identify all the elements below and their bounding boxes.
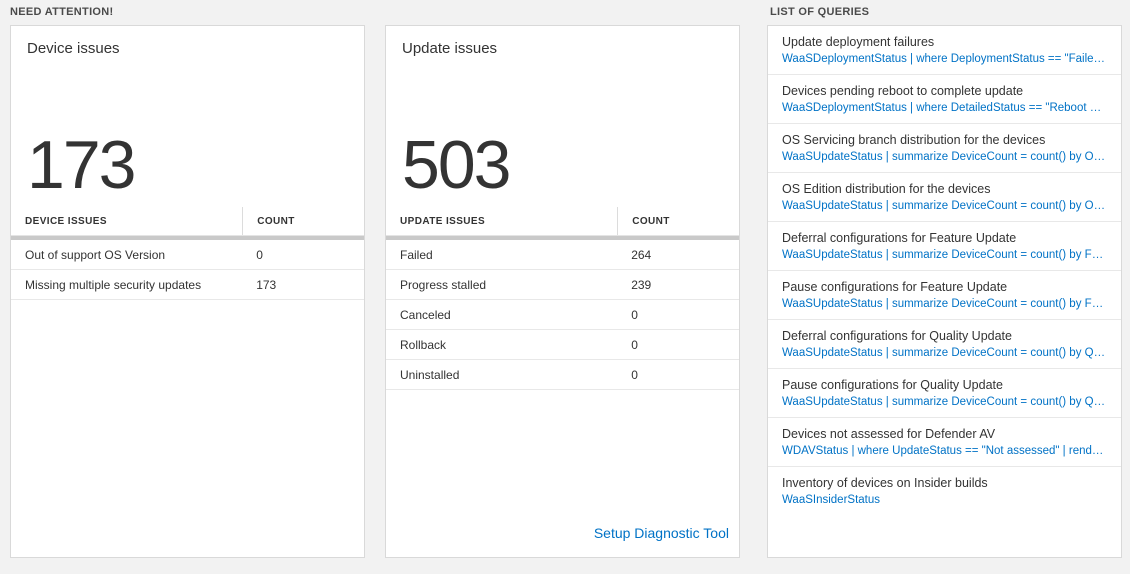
query-item[interactable]: Devices not assessed for Defender AV WDA… <box>768 418 1121 467</box>
query-title: OS Edition distribution for the devices <box>782 182 991 196</box>
issue-label: Uninstalled <box>400 367 460 382</box>
issue-label: Missing multiple security updates <box>25 277 202 292</box>
issue-count: 0 <box>631 337 638 352</box>
update-issues-table: UPDATE ISSUES COUNT Failed 264 Progress … <box>386 207 739 390</box>
device-issues-table: DEVICE ISSUES COUNT Out of support OS Ve… <box>11 207 364 300</box>
update-issues-title: Update issues <box>402 40 498 57</box>
query-item[interactable]: Inventory of devices on Insider builds W… <box>768 467 1121 515</box>
query-link-text: WaaSDeploymentStatus | where DetailedSta… <box>782 102 1107 114</box>
table-row[interactable]: Canceled 0 <box>386 300 739 330</box>
issue-count: 0 <box>631 367 638 382</box>
device-issues-table-header: DEVICE ISSUES COUNT <box>11 207 364 235</box>
issue-count: 0 <box>256 247 263 262</box>
query-item[interactable]: Devices pending reboot to complete updat… <box>768 75 1121 124</box>
device-issues-header-count: COUNT <box>242 207 364 235</box>
setup-diagnostic-tool-link[interactable]: Setup Diagnostic Tool <box>593 525 729 541</box>
table-row[interactable]: Failed 264 <box>386 240 739 270</box>
device-issues-total: 173 <box>27 127 136 203</box>
query-title: Devices pending reboot to complete updat… <box>782 84 1024 98</box>
table-row[interactable]: Out of support OS Version 0 <box>11 240 364 270</box>
table-header-separator-bar <box>11 235 364 240</box>
update-issues-header-label: UPDATE ISSUES <box>400 216 486 227</box>
query-link-text: WaaSUpdateStatus | summarize DeviceCount… <box>782 200 1107 212</box>
query-title: Deferral configurations for Feature Upda… <box>782 231 1017 245</box>
issue-label: Rollback <box>400 337 447 352</box>
device-issues-title: Device issues <box>27 40 120 57</box>
query-link-text: WaaSDeploymentStatus | where DeploymentS… <box>782 53 1107 65</box>
issue-count: 173 <box>256 277 277 292</box>
query-link-text: WaaSUpdateStatus | summarize DeviceCount… <box>782 249 1107 261</box>
query-item[interactable]: Update deployment failures WaaSDeploymen… <box>768 26 1121 75</box>
update-issues-table-header: UPDATE ISSUES COUNT <box>386 207 739 235</box>
table-row[interactable]: Uninstalled 0 <box>386 360 739 390</box>
device-issues-card: Device issues 173 DEVICE ISSUES COUNT Ou… <box>10 25 365 558</box>
table-row[interactable]: Progress stalled 239 <box>386 270 739 300</box>
issue-label: Canceled <box>400 307 451 322</box>
need-attention-section-label: NEED ATTENTION! <box>10 6 114 18</box>
query-item[interactable]: Pause configurations for Quality Update … <box>768 369 1121 418</box>
update-card-footer: Setup Diagnostic Tool <box>386 511 739 557</box>
query-item[interactable]: OS Servicing branch distribution for the… <box>768 124 1121 173</box>
query-item[interactable]: Deferral configurations for Quality Upda… <box>768 320 1121 369</box>
issue-label: Failed <box>400 247 433 262</box>
list-of-queries-section-label: LIST OF QUERIES <box>770 6 870 18</box>
query-link-text: WaaSUpdateStatus | summarize DeviceCount… <box>782 396 1107 408</box>
update-issues-tile[interactable]: Update issues 503 <box>386 26 739 199</box>
query-item[interactable]: OS Edition distribution for the devices … <box>768 173 1121 222</box>
query-title: OS Servicing branch distribution for the… <box>782 133 1046 147</box>
query-title: Update deployment failures <box>782 35 935 49</box>
table-row[interactable]: Missing multiple security updates 173 <box>11 270 364 300</box>
query-item[interactable]: Pause configurations for Feature Update … <box>768 271 1121 320</box>
issue-count: 264 <box>631 247 652 262</box>
query-link-text: WaaSUpdateStatus | summarize DeviceCount… <box>782 298 1107 310</box>
device-issues-header-label: DEVICE ISSUES <box>25 216 107 227</box>
query-title: Pause configurations for Feature Update <box>782 280 1008 294</box>
query-link-text: WaaSUpdateStatus | summarize DeviceCount… <box>782 151 1107 163</box>
query-link-text: WaaSInsiderStatus <box>782 494 881 506</box>
issue-label: Out of support OS Version <box>25 247 166 262</box>
query-title: Pause configurations for Quality Update <box>782 378 1003 392</box>
table-header-separator-bar <box>386 235 739 240</box>
query-title: Inventory of devices on Insider builds <box>782 476 988 490</box>
query-link-text: WDAVStatus | where UpdateStatus == "Not … <box>782 445 1107 457</box>
query-title: Deferral configurations for Quality Upda… <box>782 329 1012 343</box>
query-title: Devices not assessed for Defender AV <box>782 427 996 441</box>
query-item[interactable]: Deferral configurations for Feature Upda… <box>768 222 1121 271</box>
issue-count: 239 <box>631 277 652 292</box>
issue-count: 0 <box>631 307 638 322</box>
queries-card: Update deployment failures WaaSDeploymen… <box>767 25 1122 558</box>
device-issues-tile[interactable]: Device issues 173 <box>11 26 364 199</box>
update-issues-total: 503 <box>402 127 511 203</box>
update-issues-card: Update issues 503 UPDATE ISSUES COUNT Fa… <box>385 25 740 558</box>
table-row[interactable]: Rollback 0 <box>386 330 739 360</box>
issue-label: Progress stalled <box>400 277 487 292</box>
update-issues-header-count: COUNT <box>617 207 739 235</box>
query-link-text: WaaSUpdateStatus | summarize DeviceCount… <box>782 347 1107 359</box>
